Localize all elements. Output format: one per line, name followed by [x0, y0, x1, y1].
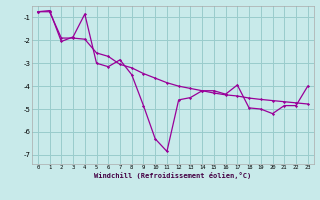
X-axis label: Windchill (Refroidissement éolien,°C): Windchill (Refroidissement éolien,°C)	[94, 172, 252, 179]
